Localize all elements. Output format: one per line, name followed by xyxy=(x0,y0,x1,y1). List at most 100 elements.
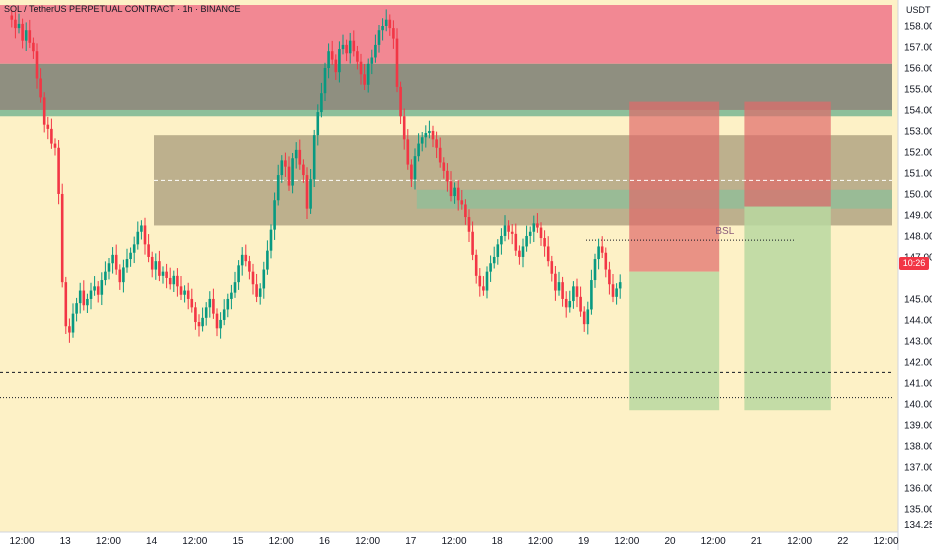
candle-body xyxy=(464,204,467,218)
candle-body xyxy=(104,271,107,281)
candle-body xyxy=(348,40,352,54)
candle-body xyxy=(280,160,284,176)
candle-body xyxy=(374,44,377,58)
candle-body xyxy=(107,263,111,272)
candle-body xyxy=(255,284,258,297)
candle-body xyxy=(536,223,539,228)
y-tick-label: 153.00 xyxy=(904,126,932,137)
candle-body xyxy=(118,269,122,283)
candle-body xyxy=(478,275,482,287)
candle-body xyxy=(258,288,262,297)
candle-body xyxy=(143,225,147,245)
x-tick-label: 13 xyxy=(60,536,72,547)
candle-body xyxy=(417,143,420,157)
candle-body xyxy=(510,231,514,234)
x-tick-label: 12:00 xyxy=(96,536,121,547)
candle-body xyxy=(356,51,359,62)
candle-body xyxy=(165,271,168,278)
candle-body xyxy=(413,156,417,180)
y-tick-label: 157.00 xyxy=(904,42,932,53)
candle-body xyxy=(294,149,298,159)
candle-body xyxy=(575,286,579,297)
y-tick-label: 144.00 xyxy=(904,315,932,326)
candle-body xyxy=(230,292,233,299)
candle-body xyxy=(521,246,525,257)
candle-body xyxy=(93,286,96,291)
zone-rect xyxy=(0,63,892,110)
candle-body xyxy=(28,30,32,43)
y-tick-label: 140.00 xyxy=(904,399,932,410)
candle-body xyxy=(392,28,395,39)
candle-body xyxy=(136,231,140,245)
candle-body xyxy=(366,63,370,85)
candle-body xyxy=(572,286,575,302)
x-tick-label: 12:00 xyxy=(269,536,294,547)
y-tick-label: 139.00 xyxy=(904,420,932,431)
stop-loss-box[interactable] xyxy=(744,101,831,207)
y-tick-label: 151.00 xyxy=(904,168,932,179)
candle-body xyxy=(500,235,503,245)
candle-body xyxy=(456,187,460,201)
candle-body xyxy=(327,51,330,68)
candle-body xyxy=(129,252,132,260)
x-tick-label: 16 xyxy=(319,536,331,547)
candle-body xyxy=(597,246,600,260)
x-tick-label: 12:00 xyxy=(182,536,207,547)
candle-body xyxy=(618,282,622,289)
y-tick-label: 141.00 xyxy=(904,378,932,389)
x-tick-label: 12:00 xyxy=(9,536,34,547)
candle-body xyxy=(24,30,28,41)
candle-body xyxy=(320,93,323,113)
y-tick-label: 154.00 xyxy=(904,105,932,116)
x-tick-label: 15 xyxy=(232,536,244,547)
candle-body xyxy=(492,256,496,264)
candle-body xyxy=(507,225,510,232)
y-tick-label: 142.00 xyxy=(904,357,932,368)
candle-body xyxy=(363,74,366,85)
candle-body xyxy=(446,170,449,182)
candle-body xyxy=(71,313,75,333)
candle-body xyxy=(64,282,68,327)
candle-body xyxy=(543,238,546,247)
candle-body xyxy=(46,124,50,129)
candle-body xyxy=(233,282,237,293)
y-tick-label: 134.25 xyxy=(904,520,932,531)
candle-body xyxy=(32,42,35,52)
candle-body xyxy=(176,275,179,287)
y-tick-label: 138.00 xyxy=(904,441,932,452)
candle-body xyxy=(212,298,215,314)
stop-loss-box[interactable] xyxy=(629,101,720,272)
candle-body xyxy=(449,181,453,197)
y-tick-label: 152.00 xyxy=(904,147,932,158)
candle-body xyxy=(316,112,320,136)
candle-body xyxy=(240,254,244,266)
candle-body xyxy=(50,128,53,144)
take-profit-box[interactable] xyxy=(744,206,831,411)
candle-body xyxy=(147,244,150,257)
candle-body xyxy=(359,61,363,75)
candle-body xyxy=(471,231,474,255)
candle-body xyxy=(204,307,208,318)
candle-body xyxy=(582,311,586,325)
candle-body xyxy=(539,227,543,239)
candle-body xyxy=(287,166,291,186)
candle-body xyxy=(269,229,273,251)
take-profit-box[interactable] xyxy=(629,271,720,411)
candle-body xyxy=(186,290,190,299)
candle-body xyxy=(96,286,100,295)
candle-body xyxy=(201,317,204,327)
candle-body xyxy=(219,319,222,329)
quote-currency-label: USDT xyxy=(906,5,931,15)
candle-body xyxy=(68,326,71,333)
candle-body xyxy=(168,277,172,285)
candle-body xyxy=(183,290,186,295)
candle-body xyxy=(291,158,294,186)
candle-body xyxy=(424,133,428,138)
candle-body xyxy=(489,263,492,272)
candle-body xyxy=(341,44,345,50)
candle-body xyxy=(132,244,136,253)
candle-body xyxy=(111,254,114,264)
candle-body xyxy=(194,307,197,323)
